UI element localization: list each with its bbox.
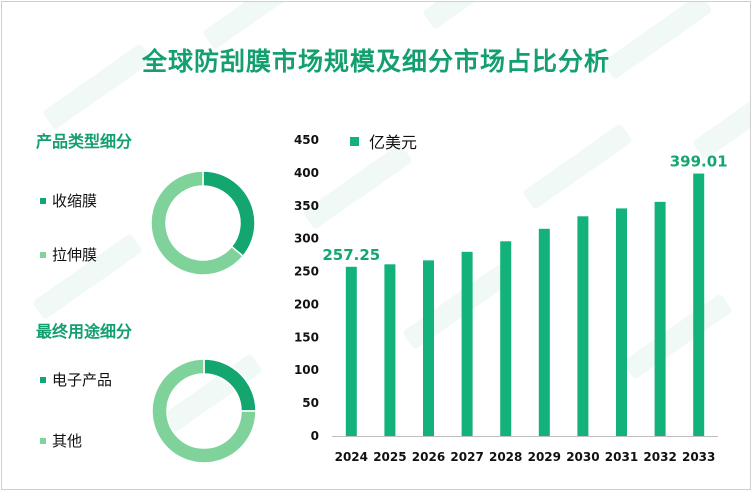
watermark-bar	[423, 2, 532, 29]
end-use-donut-chart	[151, 358, 257, 464]
page-title: 全球防刮膜市场规模及细分市场占比分析	[141, 47, 610, 76]
end-use-section-title: 最终用途细分	[36, 322, 133, 341]
product-legend-stretch-film: 拉伸膜	[40, 244, 97, 265]
y-tick-label: 450	[294, 133, 319, 147]
bar-2026	[423, 260, 434, 436]
y-tick-label: 350	[294, 199, 319, 213]
product-legend-shrink-film: 收缩膜	[40, 190, 97, 211]
product-legend-swatch-1	[40, 197, 46, 204]
watermark-bar	[303, 144, 412, 229]
use-legend-other: 其他	[40, 430, 82, 451]
x-tick-label: 2027	[450, 450, 483, 464]
product-legend-swatch-2	[40, 251, 46, 258]
x-tick-label: 2030	[566, 450, 599, 464]
data-label-2024: 257.25	[322, 246, 380, 264]
bar-2029	[538, 228, 550, 436]
x-tick-label: 2029	[528, 450, 561, 464]
product-type-section-title: 产品类型细分	[36, 132, 133, 151]
watermark-mark-4	[603, 2, 712, 79]
watermark-mark-5	[33, 234, 142, 319]
bar-2024	[345, 266, 357, 436]
y-tick-label: 0	[311, 429, 319, 443]
data-label-2033: 399.01	[670, 153, 728, 171]
use-legend-electronics: 电子产品	[40, 369, 112, 390]
donut-slice-2	[151, 358, 257, 464]
watermark-bar	[523, 124, 632, 209]
y-tick-label: 400	[294, 166, 319, 180]
x-tick-label: 2033	[682, 450, 715, 464]
donut-slice-2	[150, 170, 245, 276]
chart-legend-label: 亿美元	[369, 133, 417, 152]
product-type-donut-chart	[150, 170, 256, 276]
x-tick-label: 2026	[412, 450, 445, 464]
product-legend-label-2: 拉伸膜	[52, 246, 98, 264]
bar-2032	[654, 201, 666, 436]
watermark-bar	[33, 234, 142, 319]
y-tick-label: 100	[294, 363, 319, 377]
use-legend-label-1: 电子产品	[52, 371, 113, 389]
watermark-bar	[623, 294, 732, 379]
x-tick-label: 2025	[373, 450, 406, 464]
watermark-bar	[603, 2, 712, 79]
watermark-bar	[203, 2, 312, 49]
y-tick-label: 200	[294, 297, 319, 311]
x-tick-label: 2028	[489, 450, 522, 464]
use-legend-swatch-1	[40, 376, 46, 383]
x-tick-label: 2031	[605, 450, 638, 464]
watermark-mark-1	[43, 44, 152, 129]
use-legend-swatch-2	[40, 437, 46, 444]
x-tick-label: 2024	[335, 450, 368, 464]
bar-2030	[577, 216, 589, 436]
watermark-mark-3	[423, 2, 532, 29]
watermark-mark-8	[693, 74, 750, 159]
chart-legend-swatch	[350, 137, 359, 146]
use-legend-label-2: 其他	[52, 432, 83, 450]
y-tick-label: 250	[294, 265, 319, 279]
product-legend-label-1: 收缩膜	[52, 192, 98, 210]
watermark-mark-11	[623, 294, 732, 379]
watermark-bar	[43, 44, 152, 129]
watermark-mark-2	[203, 2, 312, 49]
bar-2033	[693, 173, 705, 436]
x-tick-label: 2032	[643, 450, 676, 464]
y-tick-label: 150	[294, 330, 319, 344]
watermark-mark-7	[523, 124, 632, 209]
watermark-bar	[693, 74, 750, 159]
bar-2028	[500, 241, 512, 436]
bar-2031	[616, 208, 627, 436]
y-tick-label: 300	[294, 232, 319, 246]
watermark-mark-6	[303, 144, 412, 229]
y-tick-label: 50	[302, 396, 319, 410]
bar-2025	[384, 264, 396, 436]
bar-2027	[461, 251, 473, 436]
